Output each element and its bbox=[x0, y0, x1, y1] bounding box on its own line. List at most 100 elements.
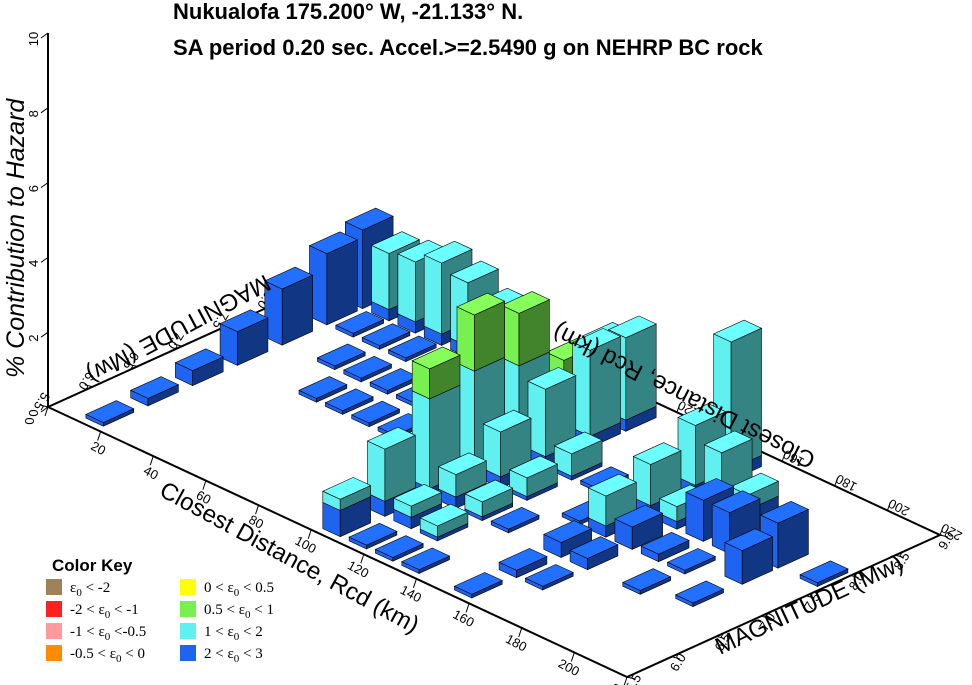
bar-face-top bbox=[401, 547, 451, 571]
y-tick-mark bbox=[850, 575, 859, 579]
bar-face-top bbox=[527, 367, 577, 390]
y-tick-mark bbox=[895, 554, 904, 558]
bar-face-top bbox=[393, 483, 443, 507]
bar-face-top bbox=[685, 478, 735, 501]
bar-face-top bbox=[361, 323, 411, 346]
legend-swatch bbox=[180, 623, 196, 639]
bar-face-top bbox=[632, 442, 682, 465]
bar-r165-m6.75 bbox=[569, 536, 619, 571]
legend-label: 0 < ε0 < 0.5 bbox=[204, 580, 274, 599]
z-tick-label: 2 bbox=[26, 335, 41, 342]
bar-face-top bbox=[374, 535, 424, 558]
y-tick-mark bbox=[626, 676, 636, 680]
x-tick-label: 140 bbox=[398, 582, 424, 605]
bar-face-top bbox=[712, 319, 763, 343]
bar-face-top bbox=[437, 452, 488, 476]
x-tick-mark bbox=[97, 431, 102, 441]
bar-r125-m7.75 bbox=[553, 431, 603, 481]
bar-r55-m7.75 bbox=[369, 368, 419, 395]
bar-face-top bbox=[640, 531, 690, 555]
bar-face-top bbox=[571, 328, 622, 351]
x-tick-label: 220 bbox=[608, 680, 634, 685]
bar-face-front bbox=[423, 254, 442, 335]
y-tick-mark bbox=[805, 595, 814, 599]
chart-title-line1: Nukualofa 175.200° W, -21.133° N. bbox=[173, 0, 523, 24]
bar-face-top bbox=[453, 572, 503, 595]
bar-face-top bbox=[724, 528, 774, 551]
bar-face-top bbox=[419, 503, 469, 527]
bar-face-top bbox=[348, 522, 398, 546]
bar-face-top bbox=[449, 260, 500, 284]
bar-r15-m7.25 bbox=[219, 309, 269, 366]
z-tick-mark bbox=[40, 256, 49, 263]
legend-label: -1 < ε0 <-0.5 bbox=[70, 624, 146, 643]
y-tick-mark bbox=[761, 615, 770, 619]
bar-r215-m7.85 bbox=[799, 560, 849, 587]
bar-face-top bbox=[674, 580, 725, 604]
bar-r105-m5.75 bbox=[322, 477, 372, 538]
x-back-tick-label: 200 bbox=[886, 496, 912, 519]
bar-r165-m6.25 bbox=[524, 564, 574, 591]
x-back-tick-mark bbox=[834, 477, 839, 487]
x-tick-label: 180 bbox=[503, 631, 529, 654]
y-left-tick-mark bbox=[174, 343, 183, 347]
y-left-tick-mark bbox=[84, 384, 93, 388]
bar-r125-m6.75 bbox=[464, 479, 514, 522]
bar-face-top bbox=[456, 292, 506, 316]
bar-face-top bbox=[464, 479, 514, 503]
legend-label: -0.5 < ε0 < 0 bbox=[70, 646, 145, 665]
x-back-tick-label: 180 bbox=[833, 471, 859, 494]
bar-face-top bbox=[500, 291, 551, 314]
y-tick-mark bbox=[671, 656, 680, 660]
legend-label: -2 < ε0 < -1 bbox=[70, 602, 139, 621]
y-tick-label: 5.5 bbox=[622, 671, 644, 685]
legend-swatch bbox=[46, 579, 62, 595]
bar-r185-m6.75 bbox=[622, 568, 672, 595]
bar-face-top bbox=[324, 388, 374, 412]
bar-face-top bbox=[370, 231, 421, 254]
bar-r15-m6.75 bbox=[174, 348, 224, 387]
x-tick-label: 160 bbox=[451, 607, 477, 630]
z-tick-mark bbox=[40, 182, 49, 189]
bar-face-top bbox=[543, 520, 593, 543]
bar-face-top bbox=[607, 315, 657, 339]
bar-face-top bbox=[614, 504, 664, 528]
bar-r35-m7.75 bbox=[316, 343, 366, 371]
bar-face-top bbox=[366, 426, 417, 450]
bar-r115-m6.25 bbox=[393, 483, 443, 530]
bar-r15-m5.75 bbox=[85, 400, 135, 427]
bar-r15-m6.25 bbox=[129, 376, 180, 407]
bar-face-top bbox=[316, 343, 366, 367]
legend-swatch bbox=[46, 601, 62, 617]
bar-face-front bbox=[397, 253, 416, 323]
bar-face-top bbox=[524, 564, 574, 587]
bar-r155-m5.75 bbox=[453, 572, 503, 599]
legend-label: 1 < ε0 < 2 bbox=[204, 624, 263, 643]
bar-face-front bbox=[685, 491, 704, 542]
bar-face-top bbox=[759, 500, 810, 524]
bar-r175-m7.25 bbox=[640, 531, 690, 563]
x-tick-mark bbox=[202, 480, 207, 490]
z-tick-label: 10 bbox=[26, 32, 41, 46]
y-left-tick-mark bbox=[129, 363, 138, 367]
chart-title-line2: SA period 0.20 sec. Accel.>=2.5490 g on … bbox=[173, 35, 764, 60]
z-tick-label: 4 bbox=[26, 260, 41, 267]
bar-r15-m7.75 bbox=[264, 266, 314, 346]
z-tick-mark bbox=[40, 32, 49, 39]
z-axis-title: % Contribution to Hazard bbox=[2, 98, 30, 378]
bar-face-top bbox=[622, 568, 672, 591]
z-tick-label: 6 bbox=[26, 185, 41, 192]
x-back-tick-mark bbox=[939, 526, 944, 536]
bar-face-top bbox=[85, 400, 135, 423]
x-back-tick-mark bbox=[886, 502, 891, 511]
bar-face-front bbox=[371, 244, 390, 311]
bar-face-top bbox=[343, 355, 393, 379]
x-tick-mark bbox=[44, 406, 49, 417]
bar-r105-m6.25 bbox=[366, 426, 417, 517]
x-tick-label: 80 bbox=[246, 512, 266, 532]
x-back-tick-mark bbox=[676, 404, 681, 413]
bar-r135-m5.75 bbox=[401, 547, 451, 574]
bar-r200-m6.9 bbox=[674, 580, 725, 608]
bar-face-top bbox=[387, 335, 437, 359]
legend-title: Color Key bbox=[52, 556, 133, 575]
